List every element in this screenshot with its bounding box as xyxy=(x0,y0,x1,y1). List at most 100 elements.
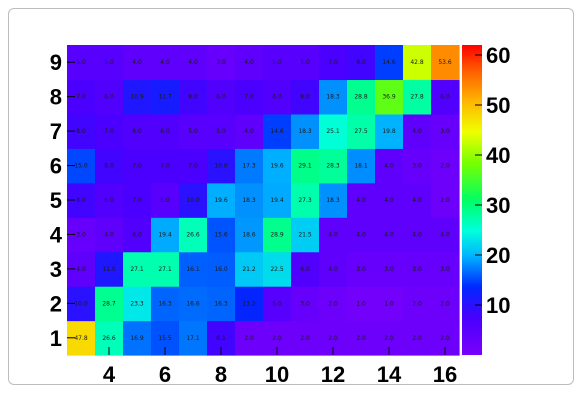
heatmap-cell xyxy=(179,286,208,322)
cell-value-label: 5.0 xyxy=(300,59,310,66)
heatmap-cell xyxy=(347,79,376,115)
cell-value-label: 6.0 xyxy=(300,266,310,273)
cell-value-label: 4.0 xyxy=(384,197,394,204)
cell-value-label: 27.5 xyxy=(354,128,368,135)
cell-value-label: 4.0 xyxy=(384,163,394,170)
cell-value-label: 19.8 xyxy=(382,128,396,135)
cell-value-label: 11.0 xyxy=(102,266,116,273)
cell-value-label: 4.0 xyxy=(412,197,422,204)
cell-value-label: 4.0 xyxy=(384,231,394,238)
cell-value-label: 2.0 xyxy=(440,300,450,307)
cell-value-label: 4.0 xyxy=(328,266,338,273)
heatmap-cell xyxy=(95,113,124,149)
heatmap-cell xyxy=(347,217,376,253)
y-tick-label: 5 xyxy=(50,188,62,213)
cell-value-label: 13.2 xyxy=(242,300,256,307)
heatmap-cell xyxy=(151,45,180,81)
heatmap-cell xyxy=(207,79,236,115)
heatmap-cell xyxy=(431,45,460,81)
heatmap-cell xyxy=(375,79,404,115)
cell-value-label: 16.3 xyxy=(214,300,228,307)
heatmap-cell xyxy=(123,182,152,218)
x-tick-label: 10 xyxy=(265,362,289,387)
cell-value-label: 3.0 xyxy=(356,266,366,273)
heatmap-cell xyxy=(347,148,376,184)
cell-value-label: 2.0 xyxy=(440,163,450,170)
cell-value-label: 7.0 xyxy=(132,163,142,170)
cell-value-label: 10.0 xyxy=(74,300,88,307)
cell-value-label: 4.0 xyxy=(132,59,142,66)
heatmap-cell xyxy=(95,148,124,184)
cell-value-label: 4.0 xyxy=(328,231,338,238)
heatmap-cell xyxy=(291,182,320,218)
heatmap-cell xyxy=(151,217,180,253)
cell-value-label: 6.0 xyxy=(132,231,142,238)
cell-value-label: 28.9 xyxy=(270,231,284,238)
cell-value-label: 42.8 xyxy=(410,59,424,66)
heatmap-cell xyxy=(263,79,292,115)
cell-value-label: 4.0 xyxy=(356,231,366,238)
heatmap-cell xyxy=(235,113,264,149)
cell-value-label: 21.2 xyxy=(242,266,256,273)
heatmap-cell xyxy=(263,148,292,184)
heatmap-cell xyxy=(375,251,404,287)
cell-value-label: 4.0 xyxy=(188,59,198,66)
cell-value-label: 4.0 xyxy=(440,231,450,238)
colorbar-tick-label: 50 xyxy=(486,93,510,118)
heatmap-cell xyxy=(151,182,180,218)
heatmap-cell xyxy=(179,320,208,356)
cell-value-label: 4.0 xyxy=(244,59,254,66)
heatmap-cell xyxy=(263,113,292,149)
y-axis-ticks: 1 2 3 4 5 6 7 8 9 xyxy=(50,50,75,351)
heatmap-cell xyxy=(291,148,320,184)
cell-value-label: 18.3 xyxy=(326,197,340,204)
heatmap-cell xyxy=(291,251,320,287)
heatmap-cell xyxy=(403,182,432,218)
cell-value-label: 2.0 xyxy=(272,335,282,342)
cell-value-label: 4.0 xyxy=(160,59,170,66)
cell-value-label: 26.6 xyxy=(102,335,116,342)
cell-value-label: 29.1 xyxy=(298,163,312,170)
cell-value-label: 2.0 xyxy=(384,335,394,342)
heatmap-cell xyxy=(235,320,264,356)
cell-value-label: 3.0 xyxy=(300,300,310,307)
cell-value-label: 8.0 xyxy=(76,128,86,135)
heatmap-cell xyxy=(319,217,348,253)
cell-value-label: 14.6 xyxy=(270,128,284,135)
cell-value-label: 27.1 xyxy=(130,266,144,273)
cell-value-label: 1.0 xyxy=(384,300,394,307)
heatmap-cell xyxy=(431,251,460,287)
heatmap-cell xyxy=(291,79,320,115)
cell-value-label: 8.0 xyxy=(188,94,198,101)
cell-value-label: 5.0 xyxy=(272,59,282,66)
cell-value-label: 16.3 xyxy=(158,300,172,307)
cell-value-label: 16.0 xyxy=(214,266,228,273)
heatmap-cell xyxy=(403,45,432,81)
cell-value-label: 10.0 xyxy=(214,163,228,170)
colorbar-tick-label: 20 xyxy=(486,243,510,268)
heatmap-cell xyxy=(431,182,460,218)
heatmap-cell xyxy=(347,113,376,149)
heatmap-cell xyxy=(403,113,432,149)
colorbar-ticks: 10 20 30 40 50 60 xyxy=(475,43,510,318)
heatmap-cell xyxy=(319,79,348,115)
cell-value-label: 14.6 xyxy=(382,59,396,66)
heatmap-cell xyxy=(375,217,404,253)
cell-value-label: 17.1 xyxy=(186,335,200,342)
heatmap-cell xyxy=(179,217,208,253)
heatmap-cell xyxy=(347,182,376,218)
heatmap-cell xyxy=(123,148,152,184)
cell-value-label: 16.9 xyxy=(130,335,144,342)
y-tick-label: 9 xyxy=(50,50,62,75)
cell-value-label: 23.3 xyxy=(130,300,144,307)
heatmap-cell xyxy=(179,79,208,115)
cell-value-label: 25.1 xyxy=(326,128,340,135)
heatmap-cell xyxy=(375,182,404,218)
heatmap-cell xyxy=(235,251,264,287)
heatmap-cell xyxy=(207,217,236,253)
cell-value-label: 4.0 xyxy=(104,231,114,238)
heatmap-cell xyxy=(207,251,236,287)
cell-value-label: 27.3 xyxy=(298,197,312,204)
cell-value-label: 2.0 xyxy=(328,335,338,342)
cell-value-label: 6.0 xyxy=(440,94,450,101)
